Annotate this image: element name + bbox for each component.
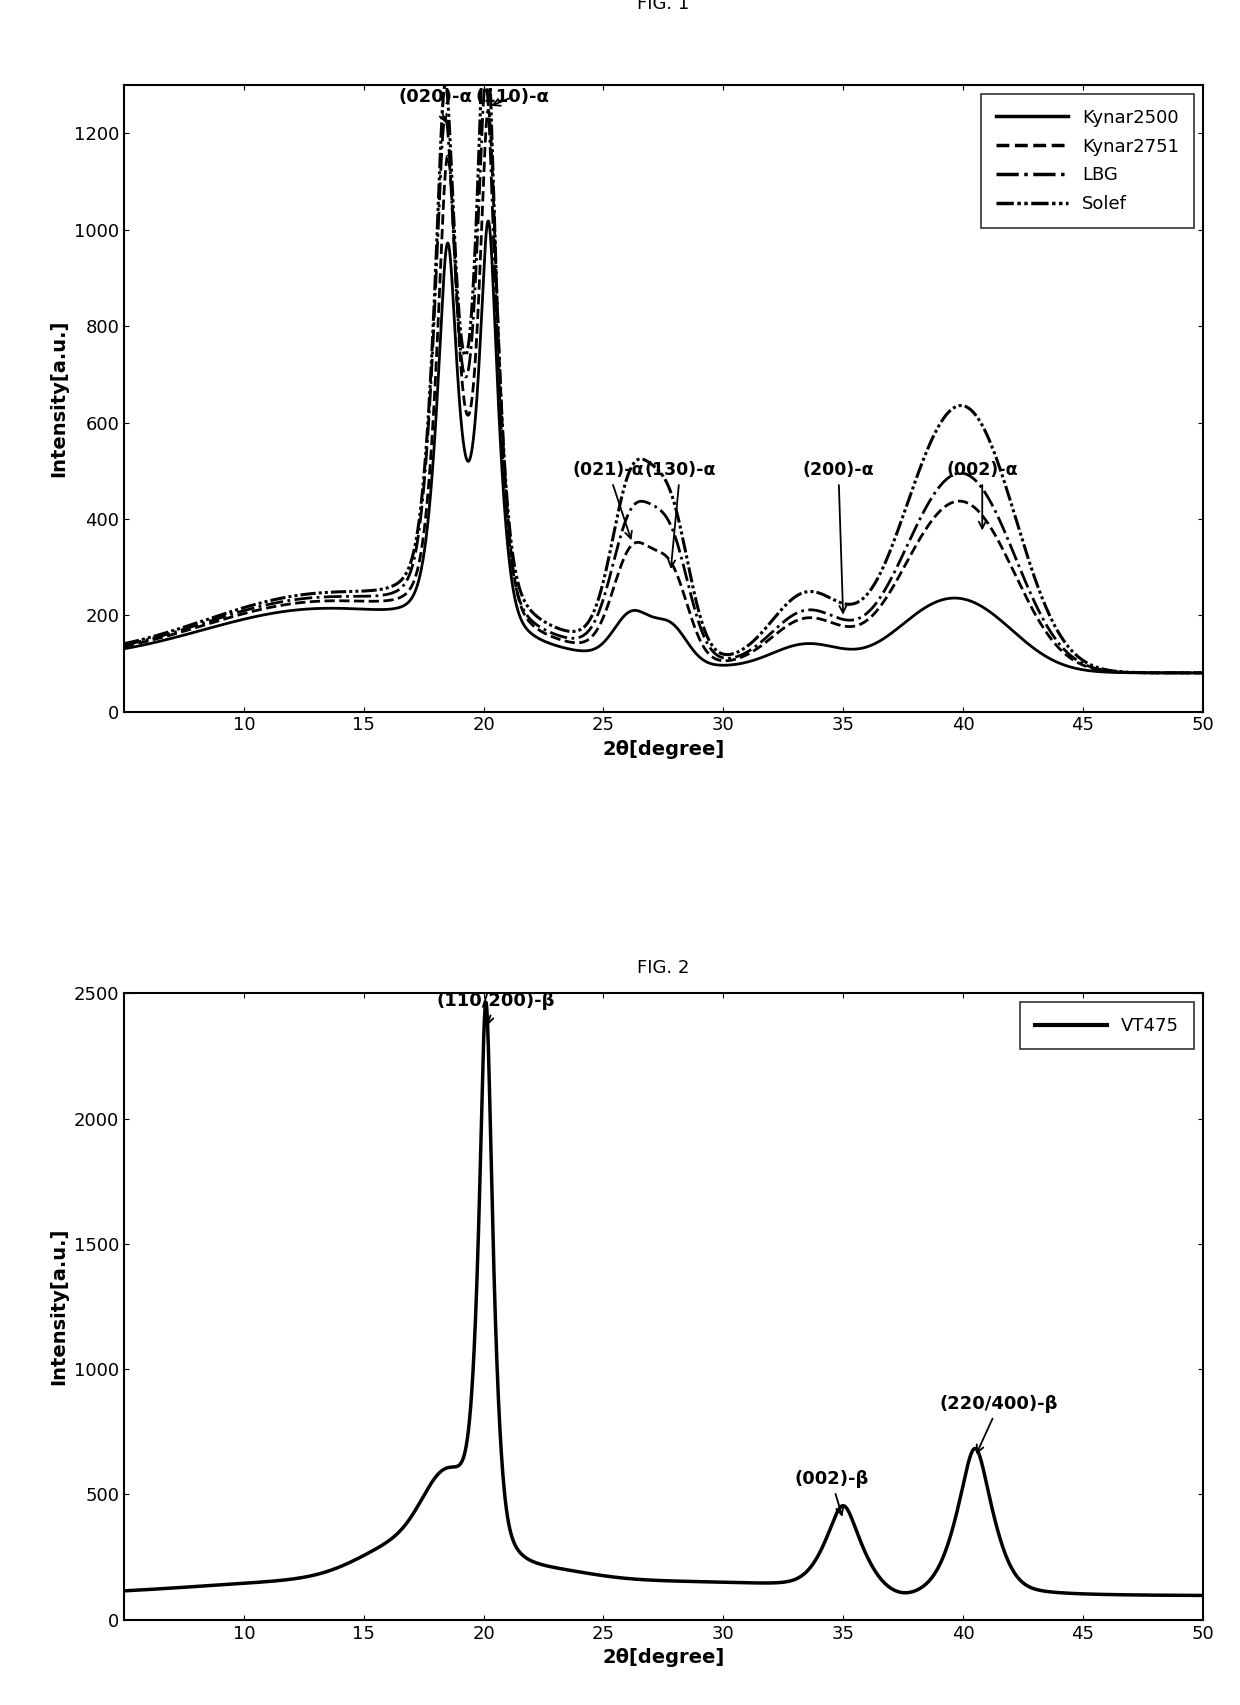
Solef <box>588 598 603 619</box>
Text: (200)-α: (200)-α <box>802 462 874 612</box>
Y-axis label: Intensity[a.u.]: Intensity[a.u.] <box>50 1228 68 1384</box>
Y-axis label: Intensity[a.u.]: Intensity[a.u.] <box>50 321 68 477</box>
Kynar2751 <box>1198 663 1213 684</box>
Kynar2500 <box>117 639 131 660</box>
Text: (110/200)-β: (110/200)-β <box>436 992 554 1025</box>
Kynar2751 <box>242 602 257 622</box>
Kynar2500 <box>242 607 257 627</box>
LBG <box>539 621 554 641</box>
VT475 <box>479 992 494 1013</box>
Kynar2500 <box>539 633 554 653</box>
VT475 <box>1079 1584 1094 1604</box>
Kynar2751 <box>308 592 322 612</box>
Solef <box>539 614 554 634</box>
Kynar2751 <box>1079 656 1094 677</box>
Solef <box>117 634 131 655</box>
Solef <box>1079 653 1094 673</box>
Line: VT475: VT475 <box>124 1003 1226 1596</box>
Legend: Kynar2500, Kynar2751, LBG, Solef: Kynar2500, Kynar2751, LBG, Solef <box>981 94 1194 228</box>
Kynar2500 <box>1219 663 1234 684</box>
Kynar2500 <box>588 638 603 658</box>
Kynar2500 <box>481 211 496 232</box>
Kynar2751 <box>1219 663 1234 684</box>
Kynar2500 <box>1079 660 1094 680</box>
Text: (021)-α: (021)-α <box>573 462 644 539</box>
Kynar2751 <box>481 101 496 121</box>
Text: (220/400)-β: (220/400)-β <box>940 1395 1058 1453</box>
Title: FIG. 1: FIG. 1 <box>637 0 689 14</box>
Text: (130)-α: (130)-α <box>645 462 715 568</box>
Title: FIG. 2: FIG. 2 <box>637 958 689 977</box>
LBG <box>1219 663 1234 684</box>
Line: Kynar2500: Kynar2500 <box>124 222 1226 673</box>
LBG <box>1079 655 1094 675</box>
Kynar2500 <box>1198 663 1213 684</box>
Solef <box>242 595 257 616</box>
Text: (002)-β: (002)-β <box>794 1470 868 1516</box>
LBG <box>1198 663 1213 684</box>
Kynar2500 <box>308 598 322 619</box>
X-axis label: 2θ[degree]: 2θ[degree] <box>603 740 724 759</box>
VT475 <box>242 1572 257 1592</box>
Text: (110)-α: (110)-α <box>475 89 549 106</box>
Solef <box>479 0 494 19</box>
LBG <box>479 73 494 94</box>
Solef <box>1198 663 1213 684</box>
Line: LBG: LBG <box>124 84 1226 673</box>
Solef <box>1219 663 1234 684</box>
Line: Kynar2751: Kynar2751 <box>124 111 1226 673</box>
LBG <box>308 587 322 607</box>
LBG <box>117 634 131 655</box>
VT475 <box>1198 1586 1213 1606</box>
Kynar2751 <box>539 624 554 644</box>
X-axis label: 2θ[degree]: 2θ[degree] <box>603 1649 724 1667</box>
Text: (002)-α: (002)-α <box>946 462 1018 529</box>
VT475 <box>588 1563 603 1584</box>
VT475 <box>308 1565 322 1586</box>
LBG <box>242 598 257 619</box>
Kynar2751 <box>117 636 131 656</box>
Solef <box>308 583 322 604</box>
LBG <box>588 610 603 631</box>
Kynar2751 <box>588 622 603 643</box>
VT475 <box>117 1581 131 1601</box>
Line: Solef: Solef <box>124 9 1226 673</box>
Legend: VT475: VT475 <box>1021 1003 1194 1049</box>
Text: (020)-α: (020)-α <box>399 89 472 121</box>
VT475 <box>539 1555 554 1575</box>
VT475 <box>1219 1586 1234 1606</box>
